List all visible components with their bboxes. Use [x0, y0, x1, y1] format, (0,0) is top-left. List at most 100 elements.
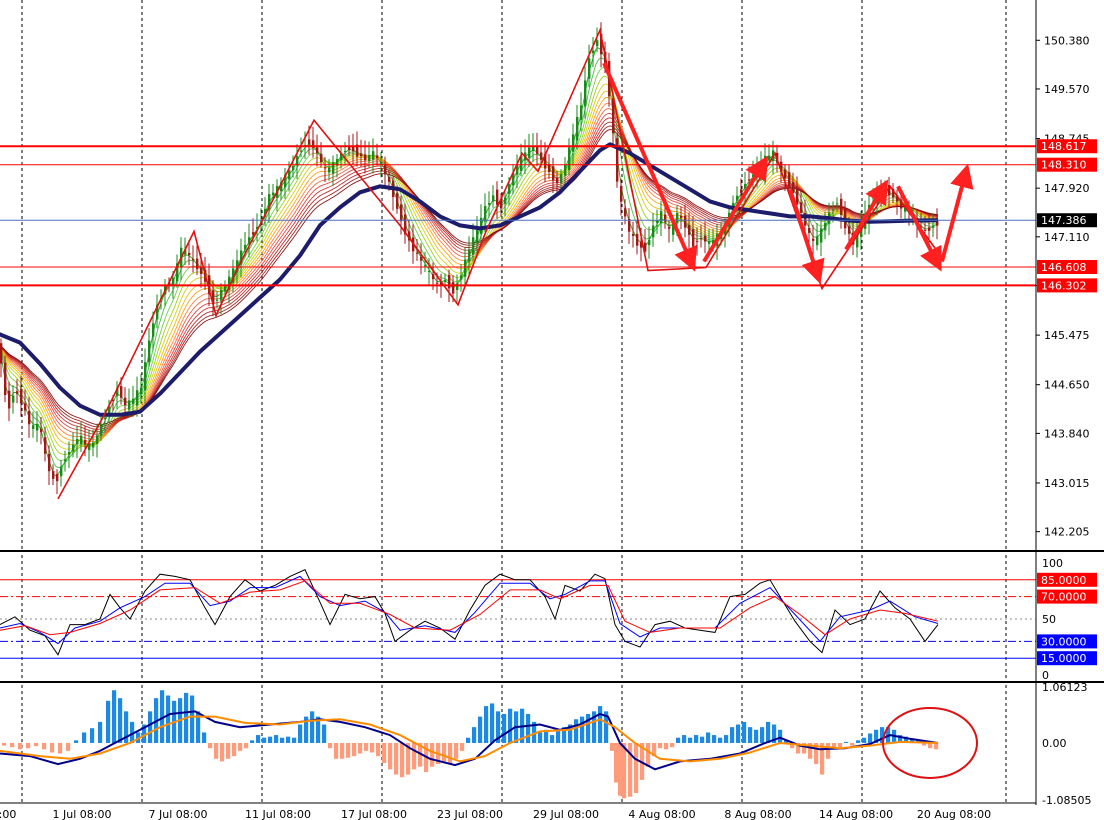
ribbon-ma-line: [0, 125, 939, 428]
x-tick-label: 4 Aug 08:00: [628, 808, 695, 820]
macd-bar: [754, 729, 759, 743]
trend-arrow: [788, 188, 825, 285]
macd-bar: [256, 735, 261, 743]
candle-body: [460, 275, 463, 280]
macd-bar: [160, 690, 165, 743]
candle-body: [428, 270, 431, 272]
macd-bar: [382, 742, 387, 763]
candle-body: [100, 423, 103, 436]
macd-bar: [868, 733, 873, 743]
macd-bar: [388, 742, 393, 770]
candle-body: [620, 186, 623, 202]
candle-body: [128, 400, 131, 410]
macd-bar: [910, 738, 915, 743]
macd-bar: [748, 727, 753, 743]
candle-body: [628, 218, 631, 232]
candle-body: [704, 235, 707, 242]
candle-body: [72, 444, 75, 452]
candle-body: [696, 240, 699, 242]
candle-body: [888, 184, 891, 195]
candle-body: [632, 233, 635, 236]
macd-bar: [796, 742, 801, 754]
candle-body: [612, 98, 615, 134]
macd-bar: [430, 742, 435, 767]
candle-body: [288, 170, 291, 180]
macd-bar: [118, 698, 123, 743]
macd-bar: [334, 742, 339, 759]
macd-bar: [142, 724, 147, 743]
candle-body: [580, 105, 583, 120]
candle-body: [816, 236, 819, 246]
candle-body: [252, 232, 255, 235]
candle-body: [284, 174, 287, 188]
macd-bar: [250, 740, 255, 743]
current-price-label: 147.386: [1041, 214, 1087, 227]
macd-bar: [406, 742, 411, 775]
macd-bar: [394, 742, 399, 775]
macd-bar: [90, 728, 95, 743]
candle-body: [336, 159, 339, 166]
macd-bar: [262, 737, 267, 743]
candle-body: [564, 164, 567, 176]
candle-body: [936, 219, 939, 226]
candle-body: [528, 147, 531, 158]
candle-body: [396, 192, 399, 209]
macd-bar: [700, 736, 705, 743]
candle-body: [540, 152, 543, 160]
candle-body: [112, 400, 115, 402]
x-tick-label: 7 Jul 08:00: [149, 808, 208, 820]
candle-body: [228, 276, 231, 291]
candle-body: [692, 229, 695, 247]
oscillator-line: [0, 569, 939, 656]
candle-body: [16, 391, 19, 394]
candle-body: [240, 250, 243, 265]
candle-body: [480, 217, 483, 234]
macd-bar: [208, 742, 213, 749]
candle-body: [40, 428, 43, 433]
macd-bar: [220, 742, 225, 762]
current-price-tag: [1037, 213, 1097, 228]
osc-level-label: 85.0000: [1041, 574, 1087, 587]
candle-body: [324, 167, 327, 169]
candle-body: [500, 199, 503, 209]
candle-body: [140, 387, 143, 394]
macd-bar: [82, 732, 87, 743]
candle-body: [96, 435, 99, 444]
macd-bar: [310, 711, 315, 743]
candle-body: [124, 397, 127, 406]
candle-body: [456, 283, 459, 290]
macd-bar: [364, 742, 369, 751]
candle-body: [352, 145, 355, 152]
candle-body: [648, 239, 651, 246]
candle-body: [236, 260, 239, 273]
candle-body: [12, 395, 15, 403]
macd-bar: [448, 742, 453, 765]
candle-body: [512, 173, 515, 186]
macd-bar: [66, 742, 71, 751]
candle-body: [292, 166, 295, 171]
candle-body: [672, 220, 675, 235]
candle-body: [680, 215, 683, 218]
candle-body: [188, 252, 191, 256]
macd-bar: [580, 716, 585, 743]
candle-body: [0, 343, 3, 364]
macd-bar: [328, 742, 333, 749]
macd-bar: [706, 732, 711, 743]
candle-body: [832, 209, 835, 211]
candle-body: [600, 33, 603, 55]
candle-body: [484, 206, 487, 222]
macd-bar: [922, 742, 927, 746]
y-tick-label: 150.380: [1044, 34, 1090, 47]
candle-body: [464, 259, 467, 277]
candle-body: [328, 167, 331, 173]
candle-body: [568, 147, 571, 171]
y-tick-label: 145.475: [1044, 329, 1090, 342]
osc-level-tag: [1037, 651, 1097, 666]
macd-bar: [358, 742, 363, 754]
candle-body: [656, 220, 659, 223]
candle-body: [400, 204, 403, 222]
macd-bar: [466, 737, 471, 743]
candle-body: [840, 198, 843, 215]
level-tag-label: 148.617: [1041, 140, 1087, 153]
